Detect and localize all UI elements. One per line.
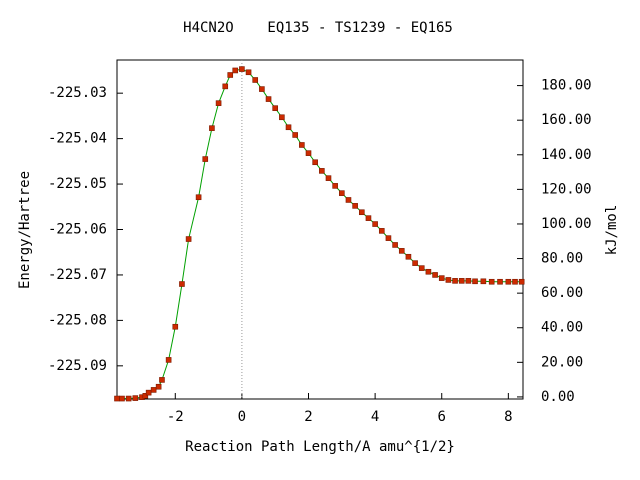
point: [339, 190, 345, 196]
point: [142, 393, 149, 399]
point: [159, 377, 165, 383]
y2-tick-label: 120.00: [541, 181, 592, 197]
point: [259, 86, 265, 92]
chart-title: H4CN2O EQ135 - TS1239 - EQ165: [183, 20, 453, 36]
point: [215, 100, 222, 106]
y2-axis-label: kJ/mol: [604, 205, 620, 256]
y2-tick-label: 100.00: [541, 216, 592, 232]
y-tick-label: -225.08: [48, 312, 107, 328]
y2-tick-label: 20.00: [541, 354, 583, 370]
point: [155, 383, 162, 390]
y-tick-label: -225.04: [48, 131, 107, 147]
point: [145, 389, 152, 396]
point: [150, 387, 157, 393]
point: [392, 242, 398, 248]
point: [332, 183, 338, 189]
point: [232, 67, 239, 74]
point: [452, 278, 458, 284]
y2-tick-label: 60.00: [541, 285, 583, 301]
point: [202, 156, 209, 162]
point: [497, 278, 503, 285]
point: [325, 175, 332, 181]
point: [185, 236, 192, 242]
y2-tick-label: 160.00: [541, 112, 592, 128]
point: [292, 132, 298, 138]
point: [378, 228, 385, 234]
point: [299, 142, 305, 148]
point: [358, 209, 365, 216]
point: [279, 114, 285, 121]
point: [412, 260, 418, 266]
point: [405, 253, 412, 260]
point: [165, 357, 172, 363]
point: [385, 235, 392, 241]
point: [222, 83, 229, 90]
point: [365, 215, 372, 221]
point: [425, 268, 432, 275]
y2-tick-label: 140.00: [541, 147, 592, 163]
y-tick-label: -225.05: [48, 176, 107, 192]
point: [319, 168, 325, 174]
point: [195, 194, 202, 201]
point: [458, 278, 465, 284]
point: [465, 278, 472, 284]
point: [505, 278, 512, 285]
point: [345, 197, 352, 203]
point: [227, 72, 234, 78]
y-tick-label: -225.03: [48, 85, 107, 101]
y2-tick-label: 40.00: [541, 320, 583, 336]
point: [285, 124, 292, 131]
point: [312, 159, 318, 166]
y-tick-label: -225.07: [48, 267, 107, 283]
point: [512, 278, 518, 285]
point: [480, 278, 487, 285]
point: [445, 277, 452, 283]
point: [305, 150, 312, 156]
x-tick-label: 6: [438, 409, 446, 425]
point: [432, 272, 438, 278]
point: [125, 395, 132, 402]
x-tick-label: 4: [371, 409, 379, 425]
point: [488, 278, 495, 285]
point: [119, 395, 125, 402]
point: [265, 96, 272, 102]
point: [114, 395, 120, 402]
x-tick-label: 0: [238, 409, 246, 425]
x-axis-label: Reaction Path Length/A amu^{1/2}: [185, 439, 455, 455]
point: [518, 278, 525, 285]
point: [209, 125, 215, 131]
point: [438, 275, 445, 281]
point: [132, 395, 139, 401]
y-axis-label: Energy/Hartree: [17, 171, 33, 289]
y2-tick-label: 0.00: [541, 389, 575, 405]
x-tick-label: 8: [504, 409, 512, 425]
point: [352, 203, 358, 209]
point: [172, 323, 179, 330]
point: [472, 278, 478, 285]
point: [252, 77, 259, 83]
point: [179, 281, 185, 287]
line: [117, 68, 522, 400]
point: [372, 221, 378, 227]
y-tick-label: -225.06: [48, 222, 107, 238]
x-tick-label: -2: [167, 409, 184, 425]
y2-tick-label: 180.00: [541, 78, 592, 94]
y-tick-label: -225.09: [48, 358, 107, 374]
y2-tick-label: 80.00: [541, 251, 583, 267]
x-tick-label: 2: [304, 409, 312, 425]
point: [272, 105, 279, 111]
point: [398, 248, 405, 254]
point: [418, 265, 425, 271]
point: [239, 66, 245, 72]
plot-frame: [116, 59, 524, 400]
point: [245, 69, 252, 76]
